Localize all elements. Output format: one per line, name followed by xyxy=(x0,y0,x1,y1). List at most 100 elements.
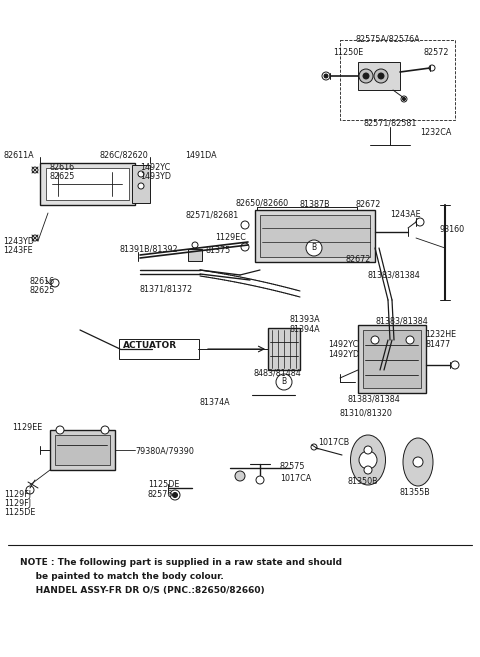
Bar xyxy=(255,210,375,262)
Text: 81383/81384: 81383/81384 xyxy=(368,270,421,279)
Text: 1243FE: 1243FE xyxy=(3,246,33,255)
Circle shape xyxy=(364,446,372,454)
Circle shape xyxy=(276,374,292,390)
Circle shape xyxy=(56,426,64,434)
Text: 82650/82660: 82650/82660 xyxy=(235,198,288,207)
Text: 82575A/82576A: 82575A/82576A xyxy=(355,34,420,43)
Text: 82575: 82575 xyxy=(280,462,305,471)
Bar xyxy=(340,40,455,120)
Ellipse shape xyxy=(403,438,433,486)
Text: 82672: 82672 xyxy=(345,255,371,264)
Text: 8483/81484: 8483/81484 xyxy=(253,368,301,377)
Text: 1492YD: 1492YD xyxy=(328,350,359,359)
Circle shape xyxy=(403,97,406,101)
Circle shape xyxy=(378,73,384,79)
Text: 81394A: 81394A xyxy=(290,325,321,334)
Text: 79380A/79390: 79380A/79390 xyxy=(135,446,194,455)
Circle shape xyxy=(451,361,459,369)
Circle shape xyxy=(256,476,264,484)
Text: 81391B/81392: 81391B/81392 xyxy=(120,244,179,253)
Circle shape xyxy=(363,73,369,79)
Circle shape xyxy=(172,493,178,497)
Circle shape xyxy=(374,69,388,83)
Circle shape xyxy=(364,466,372,474)
Text: 1125DE: 1125DE xyxy=(4,508,36,517)
Text: 82672: 82672 xyxy=(355,200,380,209)
Text: 81477: 81477 xyxy=(425,340,450,349)
Text: 82611A: 82611A xyxy=(3,151,34,160)
Bar xyxy=(260,215,370,257)
Circle shape xyxy=(371,336,379,344)
Circle shape xyxy=(413,457,423,467)
Bar xyxy=(358,325,426,393)
Circle shape xyxy=(306,240,322,256)
Text: 82616: 82616 xyxy=(30,277,55,286)
Text: ACTUATOR: ACTUATOR xyxy=(123,341,177,350)
Text: 93160: 93160 xyxy=(440,225,465,234)
Circle shape xyxy=(192,242,198,248)
Circle shape xyxy=(359,69,373,83)
Text: 82572: 82572 xyxy=(424,48,449,57)
Text: 81393A: 81393A xyxy=(290,315,321,324)
Circle shape xyxy=(359,451,377,469)
Text: 81387B: 81387B xyxy=(300,200,331,209)
Text: 81355B: 81355B xyxy=(400,488,431,497)
Text: 11250E: 11250E xyxy=(333,48,363,57)
Text: 81383/81384: 81383/81384 xyxy=(375,316,428,325)
Text: 1129EC: 1129EC xyxy=(215,233,246,242)
Circle shape xyxy=(51,279,59,287)
Text: 1492YC: 1492YC xyxy=(140,163,170,172)
Bar xyxy=(358,62,400,90)
Text: NOTE : The following part is supplied in a raw state and should: NOTE : The following part is supplied in… xyxy=(20,558,342,567)
Bar xyxy=(188,249,202,261)
Text: 82571/82581: 82571/82581 xyxy=(363,118,416,127)
Text: 1017CA: 1017CA xyxy=(280,474,311,483)
Circle shape xyxy=(32,235,38,241)
Text: 81383/81384: 81383/81384 xyxy=(348,395,401,404)
Text: 81350B: 81350B xyxy=(348,477,379,486)
Text: 1129FJ: 1129FJ xyxy=(4,499,31,508)
Circle shape xyxy=(235,471,245,481)
Circle shape xyxy=(26,486,34,494)
Text: 1243AE: 1243AE xyxy=(390,210,420,219)
Text: 81375: 81375 xyxy=(205,246,230,255)
Text: 1243YD: 1243YD xyxy=(3,237,34,246)
Bar xyxy=(50,430,115,470)
Bar xyxy=(132,165,150,203)
Text: HANDEL ASSY-FR DR O/S (PNC.:82650/82660): HANDEL ASSY-FR DR O/S (PNC.:82650/82660) xyxy=(20,586,264,595)
Text: 1129EE: 1129EE xyxy=(12,423,42,432)
Text: 82616: 82616 xyxy=(50,163,75,172)
Text: 82576: 82576 xyxy=(148,490,173,499)
Bar xyxy=(40,163,135,205)
Text: 1232HE: 1232HE xyxy=(425,330,456,339)
Text: 1125DE: 1125DE xyxy=(148,480,180,489)
FancyBboxPatch shape xyxy=(119,339,199,359)
Text: 826C/82620: 826C/82620 xyxy=(100,151,149,160)
Circle shape xyxy=(241,243,249,251)
Text: be painted to match the body colour.: be painted to match the body colour. xyxy=(20,572,224,581)
Circle shape xyxy=(311,444,317,450)
Circle shape xyxy=(324,74,328,78)
Text: 1017CB: 1017CB xyxy=(318,438,349,447)
Circle shape xyxy=(101,426,109,434)
Text: 1232CA: 1232CA xyxy=(420,128,451,137)
Bar xyxy=(363,330,421,388)
Circle shape xyxy=(429,65,435,71)
Text: 1129FJ: 1129FJ xyxy=(4,490,31,499)
Circle shape xyxy=(416,218,424,226)
Text: 81371/81372: 81371/81372 xyxy=(140,285,193,294)
Circle shape xyxy=(401,96,407,102)
Text: 1493YD: 1493YD xyxy=(140,172,171,181)
Circle shape xyxy=(32,167,38,173)
Text: 81310/81320: 81310/81320 xyxy=(340,408,393,417)
Text: 1492YC: 1492YC xyxy=(328,340,358,349)
Text: 82571/82681: 82571/82681 xyxy=(185,210,238,219)
Bar xyxy=(46,168,129,200)
Circle shape xyxy=(406,336,414,344)
Text: 82625: 82625 xyxy=(30,286,55,295)
Text: 1491DA: 1491DA xyxy=(185,151,216,160)
Circle shape xyxy=(138,183,144,189)
Circle shape xyxy=(138,171,144,177)
Circle shape xyxy=(241,221,249,229)
Text: 81374A: 81374A xyxy=(200,398,230,407)
